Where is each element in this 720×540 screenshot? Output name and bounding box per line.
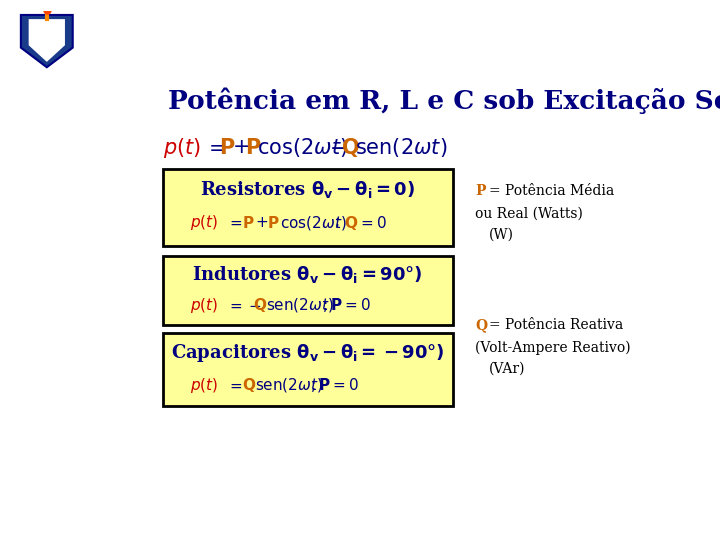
Text: ou Real (Watts): ou Real (Watts) bbox=[475, 207, 583, 221]
Text: $\mathbf{Q}$: $\mathbf{Q}$ bbox=[253, 296, 267, 314]
Text: (Volt-Ampere Reativo): (Volt-Ampere Reativo) bbox=[475, 341, 631, 355]
Text: Q: Q bbox=[475, 318, 487, 332]
Text: (VAr): (VAr) bbox=[489, 361, 526, 375]
Text: $; \mathbf{P}=0$: $; \mathbf{P}=0$ bbox=[322, 296, 370, 314]
Text: $\mathrm{sen}(2\omega t)$: $\mathrm{sen}(2\omega t)$ bbox=[355, 137, 447, 159]
Text: Indutores $\mathbf{\theta_v - \theta_i = 90°)}$: Indutores $\mathbf{\theta_v - \theta_i =… bbox=[192, 264, 423, 285]
Text: $p(t)$: $p(t)$ bbox=[163, 136, 201, 160]
Text: $;$: $;$ bbox=[334, 215, 340, 230]
Text: $\mathbf{Q}$: $\mathbf{Q}$ bbox=[344, 214, 359, 232]
Text: $=$: $=$ bbox=[204, 138, 226, 158]
Text: $= -$: $= -$ bbox=[227, 299, 261, 313]
Text: $\mathbf{P}$: $\mathbf{P}$ bbox=[220, 138, 236, 158]
Polygon shape bbox=[21, 15, 73, 67]
Text: $\mathbf{P}$: $\mathbf{P}$ bbox=[245, 138, 261, 158]
Text: $+$: $+$ bbox=[233, 138, 250, 158]
Text: $; \mathbf{P}=0$: $; \mathbf{P}=0$ bbox=[310, 376, 359, 394]
FancyBboxPatch shape bbox=[163, 333, 453, 406]
Text: (W): (W) bbox=[489, 228, 514, 242]
Polygon shape bbox=[29, 19, 65, 62]
Text: Potência em R, L e C sob Excitação Senoidal: Potência em R, L e C sob Excitação Senoi… bbox=[168, 87, 720, 114]
Text: $\mathrm{sen}(2\omega t)$: $\mathrm{sen}(2\omega t)$ bbox=[266, 296, 334, 314]
Text: $\mathrm{cos}(2\omega t)$: $\mathrm{cos}(2\omega t)$ bbox=[258, 137, 348, 159]
Text: $p(t)$: $p(t)$ bbox=[190, 213, 219, 232]
Text: $\mathbf{P}$: $\mathbf{P}$ bbox=[242, 214, 254, 231]
Text: $p(t)$: $p(t)$ bbox=[190, 376, 219, 395]
Text: = Potência Média: = Potência Média bbox=[489, 184, 614, 198]
FancyBboxPatch shape bbox=[163, 256, 453, 325]
Text: $\mathbf{Q}$: $\mathbf{Q}$ bbox=[341, 137, 360, 159]
Text: $\mathrm{cos}(2\omega t)$: $\mathrm{cos}(2\omega t)$ bbox=[279, 214, 346, 232]
Text: Capacitores $\mathbf{\theta_v - \theta_i = -90°)}$: Capacitores $\mathbf{\theta_v - \theta_i… bbox=[171, 342, 444, 363]
Text: $=$: $=$ bbox=[227, 379, 243, 393]
Text: $=0$: $=0$ bbox=[358, 214, 387, 231]
Text: $+$: $+$ bbox=[255, 215, 268, 230]
Text: $-$: $-$ bbox=[329, 138, 346, 158]
Text: = Potência Reativa: = Potência Reativa bbox=[489, 318, 624, 332]
Text: P: P bbox=[475, 184, 485, 198]
Text: $\mathrm{sen}(2\omega t)$: $\mathrm{sen}(2\omega t)$ bbox=[255, 376, 323, 394]
Text: $\mathbf{Q}$: $\mathbf{Q}$ bbox=[242, 376, 256, 394]
Text: $\mathbf{P}$: $\mathbf{P}$ bbox=[267, 214, 280, 231]
Text: Resistores $\mathbf{\theta_v - \theta_i = 0)}$: Resistores $\mathbf{\theta_v - \theta_i … bbox=[200, 179, 415, 200]
Text: $=$: $=$ bbox=[227, 215, 243, 230]
Text: $p(t)$: $p(t)$ bbox=[190, 296, 219, 315]
FancyBboxPatch shape bbox=[163, 168, 453, 246]
